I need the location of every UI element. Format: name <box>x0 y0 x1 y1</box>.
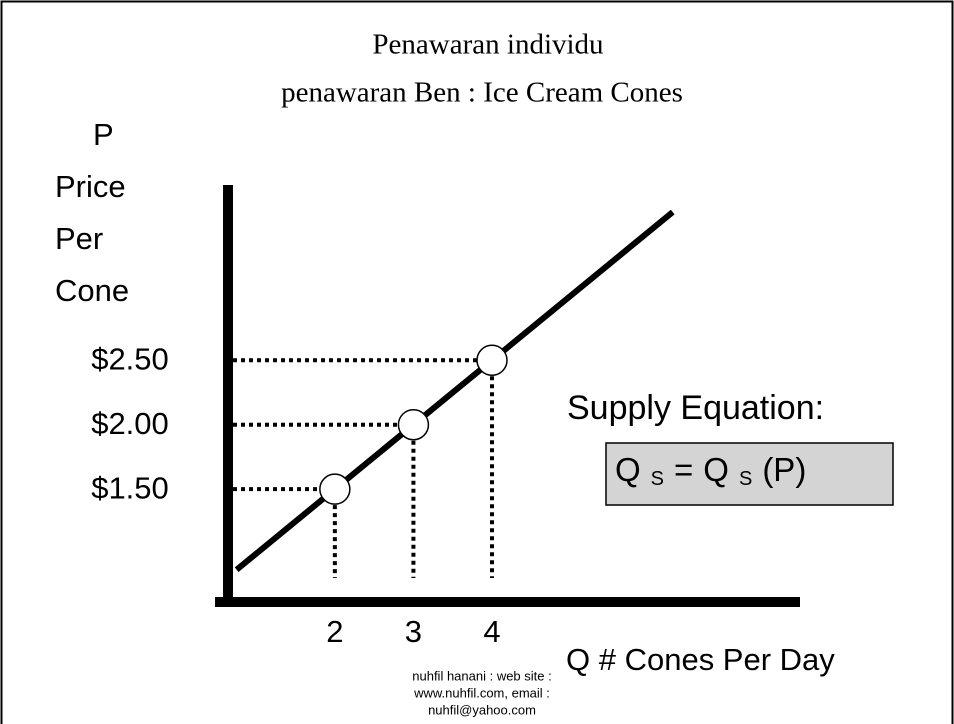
chart-title: Penawaran individu <box>372 29 603 61</box>
chart-subtitle: penawaran Ben : Ice Cream Cones <box>281 77 683 109</box>
y-axis-label: Cone <box>55 273 129 308</box>
x-tick-label: 2 <box>326 614 343 649</box>
supply-curve <box>234 209 675 573</box>
y-axis-label: Per <box>55 221 103 256</box>
footer-text: www.nuhfil.com, email : <box>413 685 550 700</box>
equation-part: S <box>651 468 664 490</box>
data-point <box>476 344 508 377</box>
equation-box <box>605 442 894 506</box>
y-axis-label: Price <box>55 169 126 204</box>
equation: Q S = Q S (P) <box>615 451 806 491</box>
y-tick-label: $2.50 <box>91 341 169 376</box>
data-point <box>319 473 351 505</box>
y-tick-label: $2.00 <box>91 406 169 441</box>
footer-text: nuhfil@yahoo.com <box>428 702 536 717</box>
footer-text: nuhfil hanani : web site : <box>412 668 551 683</box>
equation-part: = <box>674 451 693 488</box>
equation-part: Q <box>703 451 729 488</box>
y-tick-label: $1.50 <box>91 470 169 505</box>
equation-part: Q <box>615 451 641 488</box>
equation-part: (P) <box>762 451 806 488</box>
x-tick-label: 4 <box>483 614 500 649</box>
y-axis-label: P <box>93 117 114 152</box>
data-point <box>397 408 430 441</box>
x-axis-label: Q # Cones Per Day <box>566 642 835 677</box>
annotation: Supply Equation: <box>567 389 824 427</box>
x-tick-label: 3 <box>405 614 422 649</box>
equation-part: S <box>739 468 752 490</box>
